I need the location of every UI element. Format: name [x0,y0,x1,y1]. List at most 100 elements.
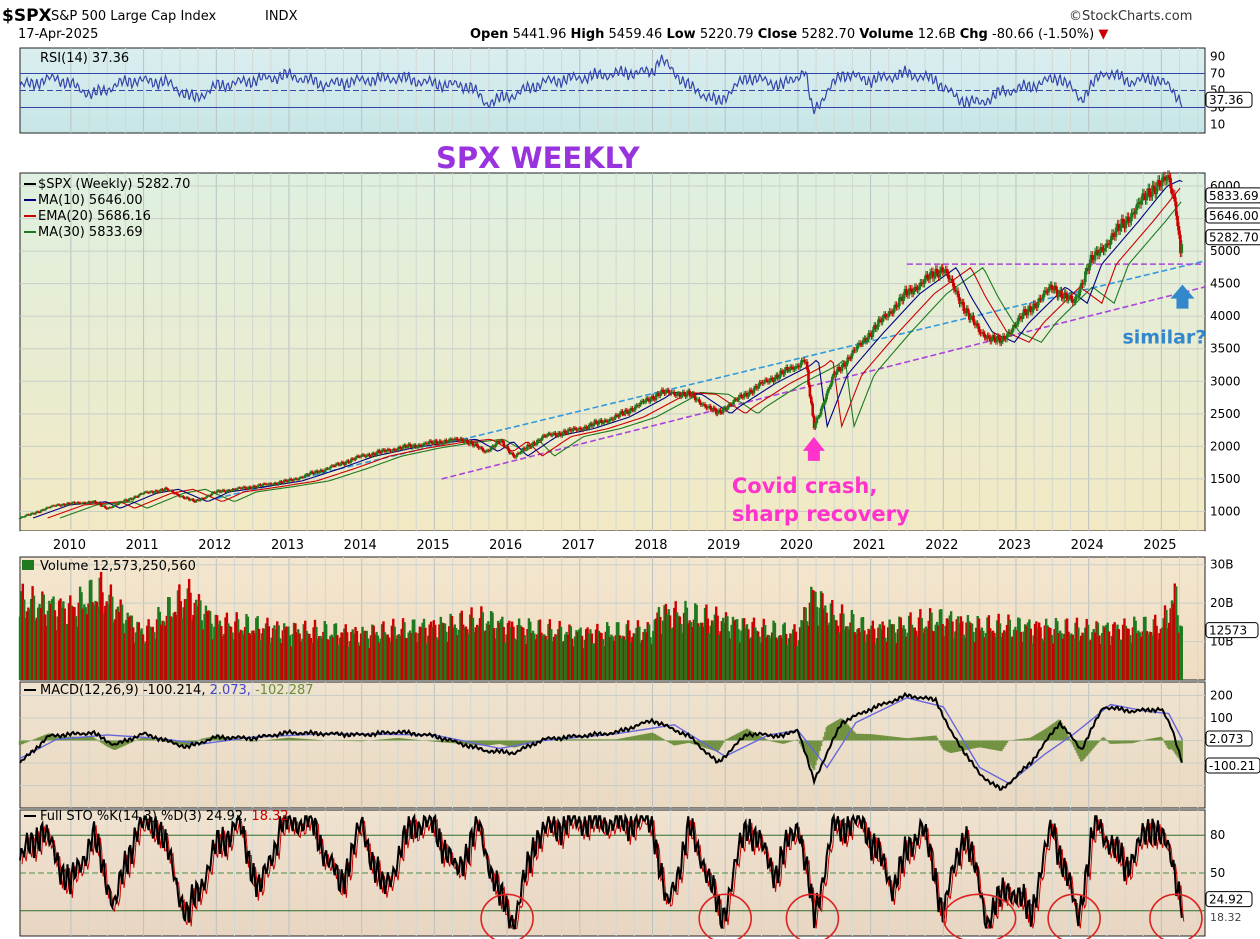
price-candle-body [1056,290,1059,298]
macd-histogram-bar [585,739,588,741]
price-candle-body [1029,306,1033,313]
macd-histogram-bar [856,733,859,741]
volume-bar [478,618,482,680]
volume-bar [1064,619,1067,680]
macd-histogram-bar [1173,740,1177,753]
price-candle-body [1042,293,1045,299]
macd-histogram-bar [1022,738,1026,741]
price-candle-body [952,282,956,290]
macd-histogram-bar [891,736,894,741]
price-candle-body [1163,176,1167,181]
macd-histogram-bar [1172,740,1175,751]
volume-bar [112,622,115,680]
macd-histogram-bar [687,740,690,743]
volume-bar [961,621,964,680]
volume-bar [420,627,423,680]
macd-histogram-bar [961,740,964,751]
volume-bar [1001,632,1005,680]
volume-bar [1047,627,1051,680]
macd-histogram-bar [1106,740,1109,742]
macd-histogram-bar [428,740,431,742]
volume-bar [369,635,373,680]
volume-bar [1010,636,1013,680]
price-candle-body [706,406,710,409]
volume-bar [677,615,680,680]
price-candle-body [531,442,535,445]
price-candle-body [422,443,426,446]
price-candle-body [808,384,812,397]
volume-bar [1058,630,1062,680]
macd-histogram-bar [506,740,510,746]
volume-bar [63,608,66,680]
macd-histogram-bar [252,740,255,742]
volume-bar [1074,622,1077,680]
macd-histogram-bar [638,735,641,741]
macd-histogram-bar [1130,740,1133,744]
macd-histogram-bar [675,740,679,745]
macd-histogram-bar [291,737,294,741]
volume-bar [39,607,43,680]
price-candle-body [542,435,546,437]
price-candle-body [632,410,636,412]
macd-histogram-bar [108,740,111,748]
price-candle-body [21,516,25,518]
macd-histogram-bar [605,739,609,741]
price-candle-body [724,407,728,410]
price-candle-body [777,376,781,379]
volume-bar [32,595,36,680]
volume-bar [1033,623,1037,680]
volume-bar [913,627,916,680]
volume-bar [689,622,693,680]
price-candle-body [302,477,306,479]
macd-histogram-bar [685,740,689,744]
volume-bar [877,627,880,680]
volume-bar [153,632,156,680]
macd-histogram-bar [882,735,886,741]
price-candle-body [440,442,444,445]
macd-histogram-bar [386,738,389,741]
volume-bar [905,636,908,680]
price-candle-body [1049,284,1052,288]
macd-histogram-bar [1091,740,1094,750]
macd-histogram-bar [846,724,849,741]
volume-bar [463,627,466,680]
macd-histogram-bar [148,738,152,741]
price-candle-body [179,496,183,498]
price-candle-body [460,438,464,440]
volume-bar [425,643,429,680]
price-candle-body [266,484,269,486]
price-candle-body [77,502,81,504]
macd-histogram-bar [598,739,602,741]
volume-bar [87,603,90,680]
price-candle-body [727,404,731,408]
macd-histogram-bar [720,740,724,746]
price-candle-body [350,458,353,462]
volume-bar [213,626,216,680]
price-candle-body [285,480,289,482]
macd-histogram-bar [881,735,884,741]
price-candle-body [895,304,898,308]
price-candle-body [1077,295,1080,297]
volume-bar [712,621,715,680]
volume-bar [106,604,110,680]
price-candle-body [1179,234,1182,254]
macd-histogram-bar [796,739,799,741]
volume-bar [140,628,143,680]
price-candle-body [67,502,71,504]
volume-bar [617,622,620,680]
macd-histogram-bar [146,737,149,741]
volume-bar [647,624,651,680]
macd-histogram-bar [267,739,271,741]
macd-histogram-bar [449,740,452,743]
macd-histogram-bar [625,737,628,741]
price-candle-body [298,477,301,480]
volume-bar [355,630,359,680]
macd-histogram-bar [24,740,27,743]
macd-histogram-bar [527,740,531,744]
macd-histogram-bar [1137,740,1140,742]
volume-bar [624,639,627,680]
volume-bar [580,635,584,680]
macd-histogram-bar [494,740,497,745]
macd-histogram-bar [1004,740,1007,746]
volume-bar [21,583,24,680]
